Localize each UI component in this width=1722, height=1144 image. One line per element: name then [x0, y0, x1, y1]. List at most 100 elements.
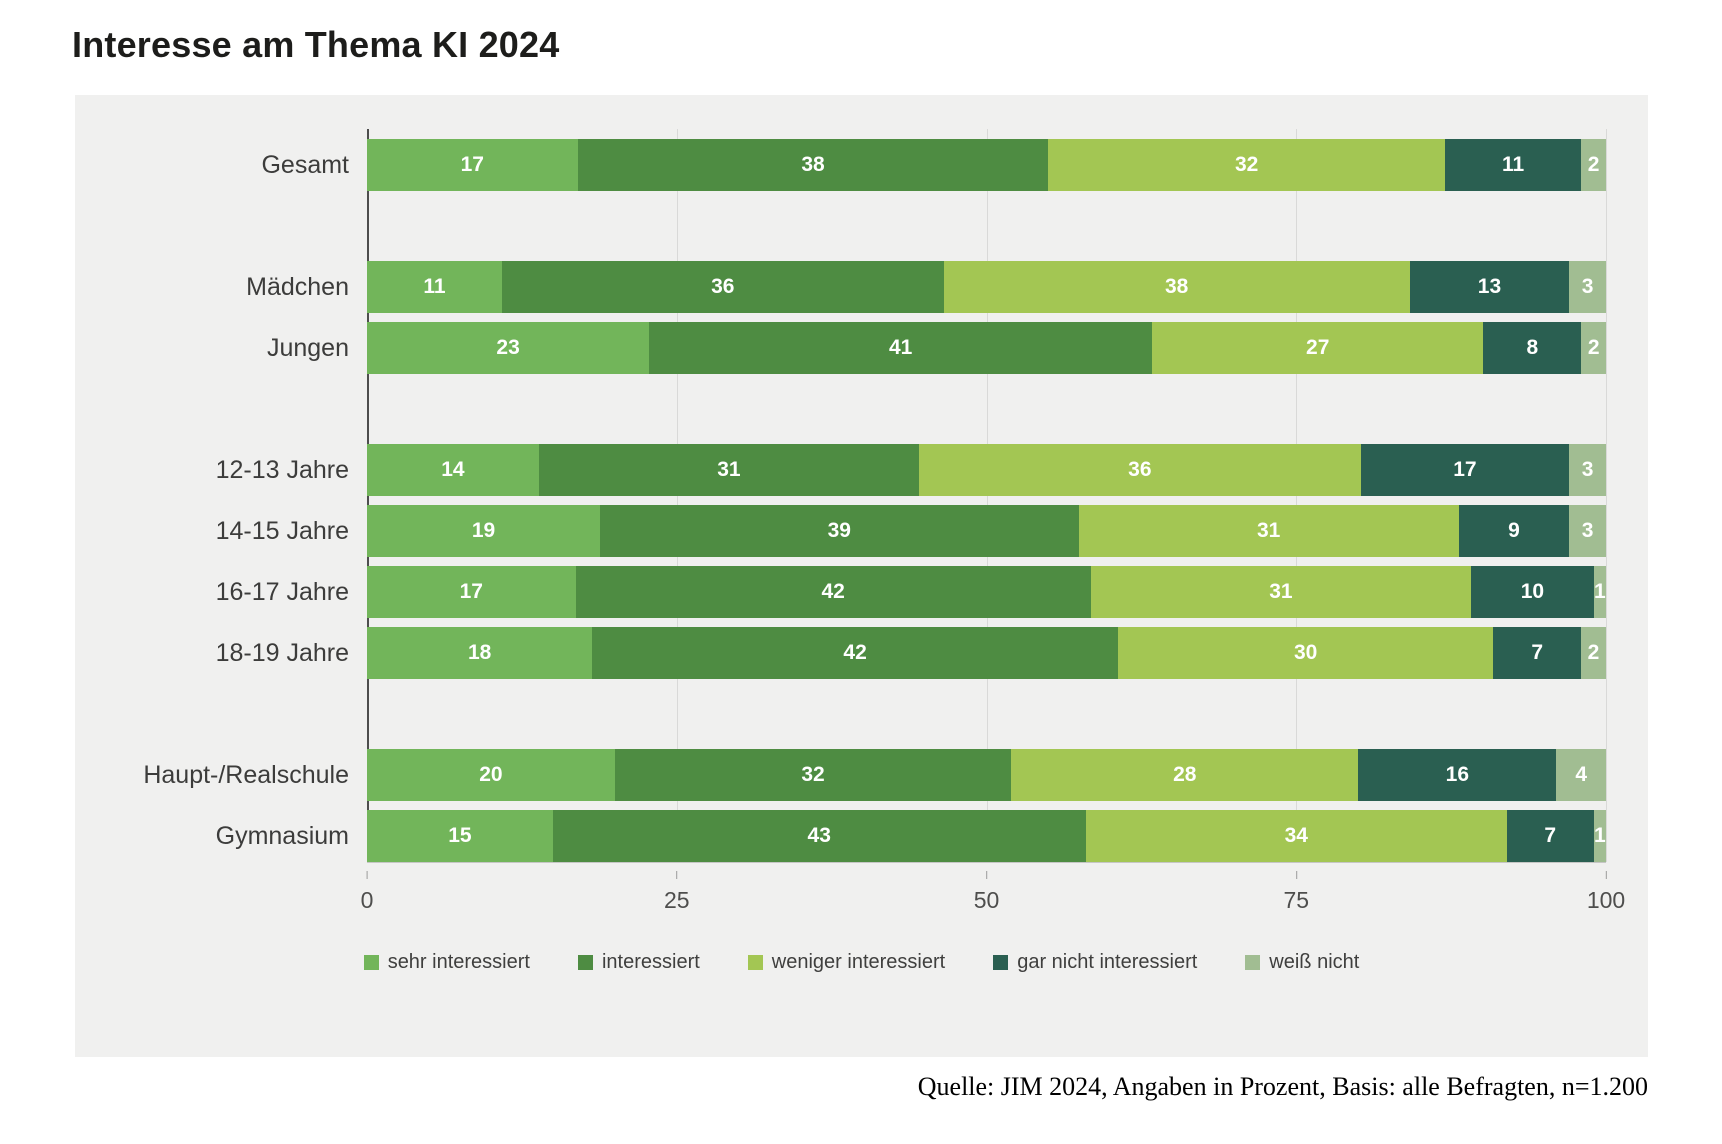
stacked-bar: 18 42 30 7 2: [367, 627, 1606, 679]
segment-value: 34: [1284, 824, 1308, 847]
bar-segment-gar-nicht-interessiert: 7: [1506, 810, 1594, 862]
legend-label: weniger interessiert: [771, 951, 946, 973]
x-axis: 0 25 50 75 100: [361, 871, 1625, 929]
bar-segment-sehr-interessiert: 17: [367, 566, 576, 618]
x-tick-0: 0: [360, 871, 374, 914]
segment-value: 2: [1587, 336, 1600, 359]
tick-label: 0: [360, 887, 374, 913]
stacked-bar: 11 36 38 13 3: [367, 261, 1606, 313]
bar-segment-weniger-interessiert: 36: [919, 444, 1361, 496]
legend-label: interessiert: [601, 951, 700, 973]
category-label: Haupt-/Realschule: [143, 760, 349, 789]
legend-swatch: [577, 955, 593, 970]
segment-value: 43: [807, 824, 831, 847]
category-label: Jungen: [266, 333, 349, 362]
bar-segment-interessiert: 41: [649, 322, 1153, 374]
segment-value: 17: [459, 580, 483, 603]
bar-segment-interessiert: 38: [577, 139, 1049, 191]
segment-value: 36: [1128, 458, 1152, 481]
bar-segment-sehr-interessiert: 15: [367, 810, 553, 862]
x-tick-25: 25: [664, 871, 690, 914]
gridline-100: [1606, 129, 1607, 862]
legend: sehr interessiert interessiert weniger int…: [117, 951, 1606, 974]
bar-segment-weiß-nicht: 1: [1593, 810, 1606, 862]
bar-segment-weniger-interessiert: 30: [1117, 627, 1494, 679]
bar-row-18-19-jahre: 18-19 Jahre 18 42 30 7 2: [117, 627, 1606, 679]
bar-row-gesamt: Gesamt 17 38 32 11 2: [117, 139, 1606, 191]
bar-segment-gar-nicht-interessiert: 17: [1360, 444, 1570, 496]
segment-value: 3: [1581, 275, 1594, 298]
segment-value: 23: [496, 336, 520, 359]
bar-segment-weniger-interessiert: 32: [1048, 139, 1445, 191]
segment-value: 42: [843, 641, 867, 664]
bar-row-16-17-jahre: 16-17 Jahre 17 42 31 10 1: [117, 566, 1606, 618]
segment-value: 17: [460, 153, 484, 176]
bar-segment-interessiert: 32: [614, 749, 1012, 801]
stacked-bar: 17 38 32 11 2: [367, 139, 1606, 191]
segment-value: 1: [1594, 580, 1606, 603]
legend-swatch: [1245, 955, 1261, 970]
stacked-bar: 20 32 28 16 4: [367, 749, 1606, 801]
bar-segment-interessiert: 36: [501, 261, 944, 313]
bar-segment-weiß-nicht: 4: [1556, 749, 1606, 801]
category-label: Gymnasium: [215, 821, 349, 850]
bar-segment-interessiert: 42: [575, 566, 1091, 618]
category-label: 16-17 Jahre: [215, 577, 349, 606]
bar-segment-sehr-interessiert: 20: [367, 749, 615, 801]
segment-value: 31: [717, 458, 741, 481]
segment-value: 30: [1293, 641, 1318, 664]
segment-value: 9: [1508, 519, 1520, 542]
legend-label: weiß nicht: [1269, 951, 1360, 973]
segment-value: 32: [1235, 153, 1259, 176]
bar-row-12-13-jahre: 12-13 Jahre 14 31 36 17 3: [117, 444, 1606, 496]
segment-value: 7: [1544, 824, 1557, 847]
legend-item-weniger-interessiert: weniger interessiert: [747, 951, 946, 974]
segment-value: 31: [1269, 580, 1293, 603]
segment-value: 27: [1306, 336, 1330, 359]
bar-segment-weiß-nicht: 2: [1580, 627, 1606, 679]
stacked-bar: 14 31 36 17 3: [367, 444, 1606, 496]
bar-segment-sehr-interessiert: 14: [367, 444, 539, 496]
bar-row-jungen: Jungen 23 41 27 8 2: [117, 322, 1606, 374]
tick-label: 100: [1586, 887, 1626, 913]
segment-value: 4: [1575, 763, 1588, 786]
segment-value: 14: [441, 458, 465, 481]
segment-value: 38: [1164, 275, 1189, 298]
category-label: 18-19 Jahre: [215, 638, 349, 667]
segment-value: 16: [1445, 763, 1469, 786]
segment-value: 15: [448, 824, 472, 847]
bar-segment-gar-nicht-interessiert: 16: [1358, 749, 1557, 801]
bar-segment-weiß-nicht: 1: [1593, 566, 1606, 618]
segment-value: 2: [1587, 153, 1600, 176]
bar-segment-weniger-interessiert: 38: [943, 261, 1410, 313]
category-label: Gesamt: [261, 150, 349, 179]
bar-rows: Gesamt 17 38 32 11 2 Mädchen 11 36 38 13 3 Jungen 23 4…: [117, 139, 1606, 862]
segment-value: 13: [1477, 275, 1502, 298]
plot-area: Gesamt 17 38 32 11 2 Mädchen 11 36 38 13 3 Jungen 23 4…: [117, 129, 1607, 863]
chart-title: Interesse am Thema KI 2024: [72, 24, 560, 65]
bar-row-gymnasium: Gymnasium 15 43 34 7 1: [117, 810, 1606, 862]
bar-segment-gar-nicht-interessiert: 7: [1493, 627, 1581, 679]
legend-item-gar-nicht-interessiert: gar nicht interessiert: [993, 951, 1197, 974]
group-gap: [117, 688, 1606, 749]
segment-value: 41: [888, 336, 913, 359]
stacked-bar: 23 41 27 8 2: [367, 322, 1606, 374]
bar-segment-weiß-nicht: 3: [1569, 505, 1606, 557]
segment-value: 17: [1453, 458, 1477, 481]
segment-value: 1: [1593, 824, 1606, 847]
tick-mark: [366, 871, 368, 879]
bar-segment-gar-nicht-interessiert: 8: [1483, 322, 1582, 374]
bar-row-m-dchen: Mädchen 11 36 38 13 3: [117, 261, 1606, 313]
bar-segment-interessiert: 31: [538, 444, 920, 496]
legend-item-sehr-interessiert: sehr interessiert: [363, 951, 530, 974]
segment-value: 20: [479, 763, 503, 786]
legend-swatch: [993, 955, 1009, 970]
legend-item-interessiert: interessiert: [577, 951, 700, 974]
bar-segment-weniger-interessiert: 31: [1090, 566, 1472, 618]
segment-value: 10: [1520, 580, 1545, 603]
segment-value: 18: [467, 641, 492, 664]
segment-value: 11: [1501, 153, 1525, 176]
bar-segment-gar-nicht-interessiert: 9: [1458, 505, 1570, 557]
group-gap: [117, 200, 1606, 261]
